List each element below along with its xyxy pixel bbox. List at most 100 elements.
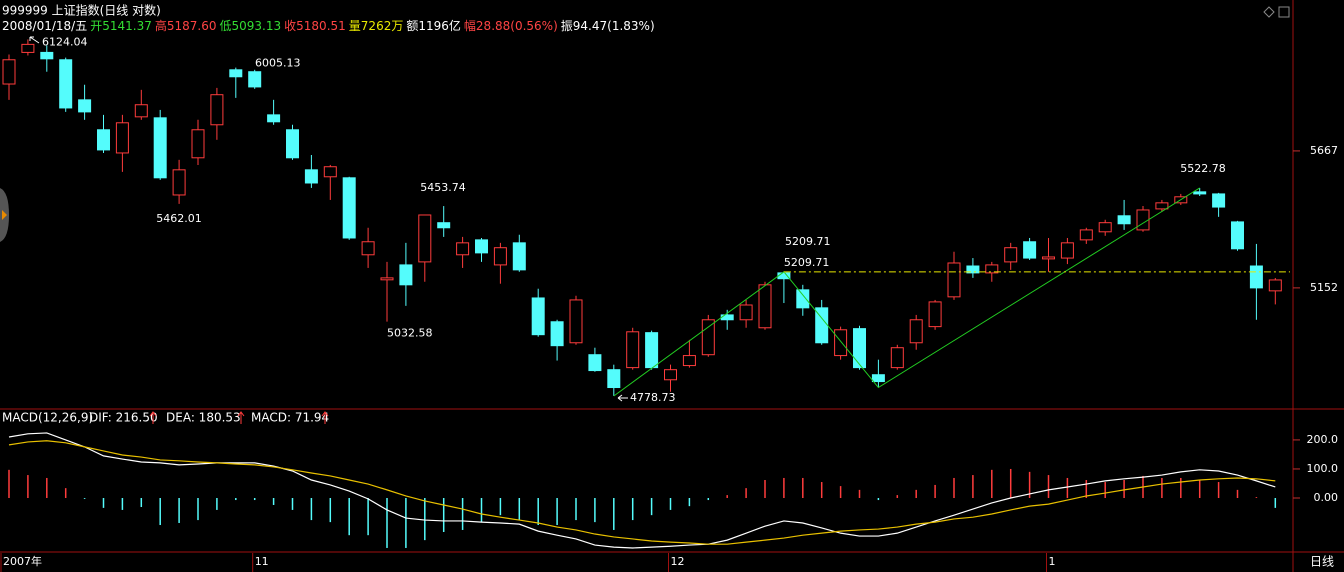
macd-bar bbox=[235, 498, 237, 501]
candle-body bbox=[607, 369, 621, 389]
y-tick-label: 5152 bbox=[1310, 281, 1338, 294]
extreme-label: 6124.04 bbox=[42, 35, 88, 48]
macd-bar bbox=[272, 498, 275, 505]
candle-body bbox=[1004, 247, 1018, 263]
candle-body bbox=[134, 104, 148, 118]
macd-bar bbox=[480, 498, 483, 523]
candle-body bbox=[645, 332, 659, 369]
candle-body bbox=[248, 71, 262, 88]
macd-bar bbox=[46, 477, 48, 499]
candle-body bbox=[1023, 241, 1037, 259]
readout-value: 5187.60 bbox=[167, 19, 217, 33]
macd-bar bbox=[1066, 477, 1069, 499]
readout-value: 5180.51 bbox=[296, 19, 346, 33]
extreme-arrow bbox=[617, 394, 628, 402]
candle-body bbox=[153, 117, 167, 179]
candle-body bbox=[1117, 215, 1131, 225]
readout-label: 额 bbox=[406, 19, 418, 33]
macd-bar bbox=[216, 498, 218, 510]
macd-bar bbox=[1236, 489, 1239, 499]
candle-body bbox=[739, 304, 753, 321]
macd-bar bbox=[726, 495, 728, 499]
macd-bar bbox=[442, 498, 445, 532]
readout-value: 1196亿 bbox=[418, 18, 461, 33]
macd-bar bbox=[291, 498, 294, 510]
macd-bar bbox=[934, 484, 936, 499]
macd-bar bbox=[688, 498, 691, 507]
macd-bar bbox=[367, 498, 369, 536]
candle-body bbox=[78, 99, 92, 113]
candle-body bbox=[1249, 265, 1263, 289]
macd-bar bbox=[972, 475, 974, 499]
readout-label: 低 bbox=[220, 19, 232, 33]
macd-bar bbox=[1123, 480, 1125, 499]
y-tick-label: 0.00 bbox=[1314, 491, 1339, 504]
candle-body bbox=[191, 129, 205, 159]
macd-bar bbox=[83, 498, 86, 499]
candle-body bbox=[947, 262, 961, 298]
macd-bar bbox=[1180, 477, 1182, 499]
readout-value: 94.47(1.83%) bbox=[573, 19, 655, 33]
candle-body bbox=[1098, 222, 1112, 233]
macd-bar bbox=[537, 498, 539, 526]
candle-body bbox=[59, 59, 73, 109]
macd-bar bbox=[27, 475, 29, 499]
extreme-label: 5209.71 bbox=[785, 235, 831, 248]
macd-bar bbox=[650, 498, 653, 516]
extreme-arrow bbox=[29, 36, 40, 44]
y-tick-label: 100.0 bbox=[1307, 462, 1339, 475]
candle-body bbox=[229, 69, 243, 78]
candle-body bbox=[97, 129, 110, 151]
macd-bar bbox=[575, 498, 577, 521]
candle-body bbox=[1212, 193, 1226, 208]
macd-bar bbox=[839, 486, 842, 499]
macd-bar bbox=[121, 498, 124, 510]
readout-value: 5093.13 bbox=[232, 19, 282, 33]
macd-bar bbox=[102, 498, 105, 508]
extreme-label: 5032.58 bbox=[387, 327, 433, 340]
candle-body bbox=[399, 264, 413, 286]
macd-bar bbox=[140, 498, 143, 508]
macd-bar bbox=[877, 498, 880, 501]
readout-value: 5141.37 bbox=[102, 19, 152, 33]
macd-bar bbox=[1161, 477, 1163, 499]
readout-label: 高 bbox=[155, 18, 167, 33]
side-tab-arrow bbox=[2, 210, 7, 220]
candle-body bbox=[2, 59, 16, 85]
macd-bar bbox=[1047, 475, 1050, 499]
icon-diamond[interactable] bbox=[1263, 6, 1275, 18]
macd-bar bbox=[1274, 498, 1277, 508]
candle-body bbox=[493, 247, 507, 266]
macd-bar bbox=[405, 498, 407, 548]
candle-body bbox=[323, 166, 337, 178]
macd-bar bbox=[764, 480, 766, 499]
macd-bar bbox=[556, 498, 558, 526]
candle-body bbox=[890, 347, 904, 369]
period-label: 日线 bbox=[1310, 555, 1334, 569]
macd-bar bbox=[348, 498, 350, 536]
readout-value: 28.88(0.56%) bbox=[476, 19, 558, 33]
candle-body bbox=[475, 239, 488, 254]
macd-bar bbox=[1217, 482, 1220, 499]
candle-body bbox=[210, 94, 224, 126]
candle-body bbox=[928, 301, 942, 328]
macd-bar bbox=[858, 489, 861, 499]
candle-body bbox=[380, 277, 394, 281]
macd-bar bbox=[896, 495, 899, 499]
macd-bar bbox=[953, 477, 955, 499]
candle-body bbox=[550, 321, 564, 347]
candle-body bbox=[304, 169, 318, 184]
readout-date: 2008/01/18/五 bbox=[2, 19, 87, 33]
candle-body bbox=[720, 314, 734, 321]
macd-bar bbox=[1028, 471, 1031, 499]
candle-body bbox=[758, 284, 772, 329]
icon-square[interactable] bbox=[1278, 6, 1290, 18]
macd-line bbox=[8, 440, 1276, 545]
macd-title: MACD(12,26,9) bbox=[2, 411, 93, 425]
macd-bar bbox=[197, 498, 199, 521]
macd-bar bbox=[613, 498, 615, 530]
x-tick-label: 1 bbox=[1049, 555, 1056, 568]
candle-body bbox=[701, 319, 715, 356]
macd-bar bbox=[178, 498, 180, 523]
